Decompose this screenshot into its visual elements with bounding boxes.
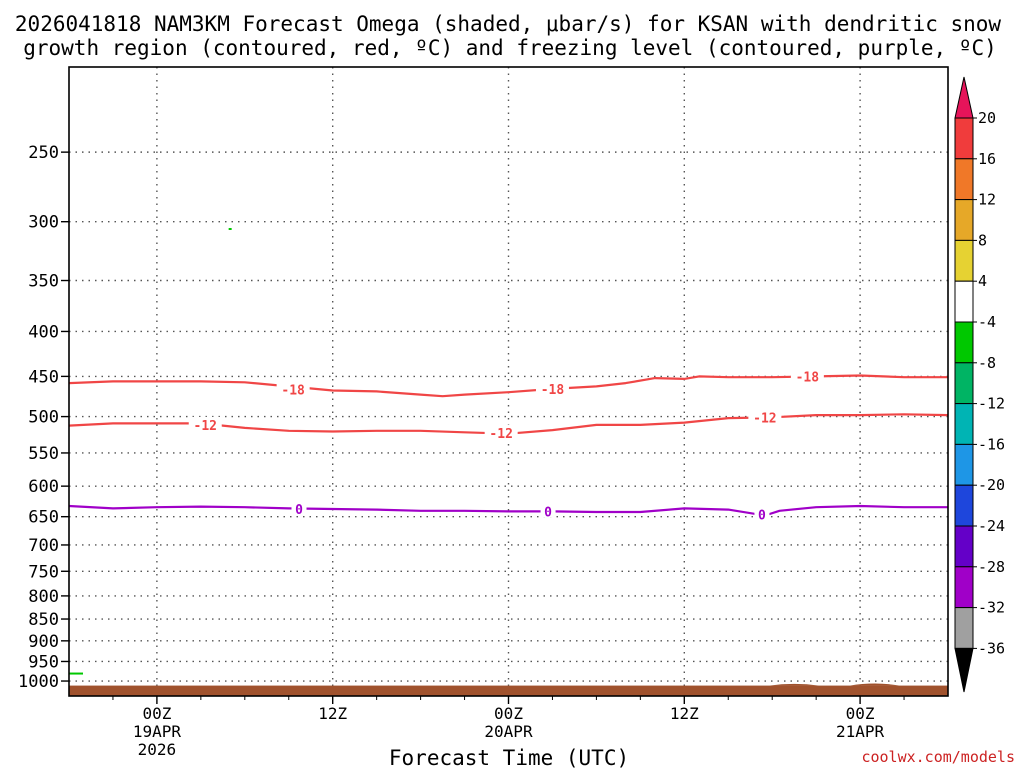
contour-label-bg [188, 416, 222, 431]
colorbar-segment [954, 158, 974, 201]
colorbar-tick-label: -4 [978, 313, 996, 331]
y-tick-label: 400 [28, 322, 59, 342]
colorbar-segment [954, 403, 974, 445]
y-tick-label: 550 [28, 444, 59, 464]
x-tick-label: 12Z [318, 704, 347, 723]
contour-line [68, 374, 948, 398]
chart-title-line1: 2026041818 NAM3KM Forecast Omega (shaded… [15, 12, 1002, 36]
x-axis-label: Forecast Time (UTC) [389, 746, 629, 768]
colorbar-top-arrow [954, 76, 974, 119]
contour-label-bg [748, 409, 782, 424]
y-tick-label: 650 [28, 508, 59, 528]
colorbar-tick-label: 16 [978, 150, 996, 168]
plot-area: -18 -18 -18 -12 -12 -12 0 0 0 [68, 66, 949, 697]
y-tick-label: 1000 [18, 672, 59, 692]
colorbar-tick-label: -32 [978, 599, 1005, 617]
x-tick-label: 00Z [494, 704, 523, 723]
colorbar-tick-label: 20 [978, 109, 996, 127]
contour-label-bg [540, 503, 556, 518]
contour-label: 0 [758, 508, 766, 523]
colorbar-segment [954, 117, 974, 160]
y-tick-label: 600 [28, 477, 59, 497]
colorbar-tick-label: 4 [978, 272, 987, 290]
colorbar-segment [954, 525, 974, 568]
x-tick-label: 00Z [846, 704, 875, 723]
y-tick-label: 750 [28, 562, 59, 582]
contour-label-bg [484, 425, 518, 440]
x-tick-label: 2026 [138, 740, 177, 759]
omega-shade [228, 228, 232, 231]
x-tick-label: 12Z [670, 704, 699, 723]
y-tick-label: 250 [28, 143, 59, 163]
contour-label: -18 [541, 383, 565, 398]
omega-colorbar: 20 16 12 8 4 -4 -8 -12 -16 -20 -24 -28 -32 -36 [954, 76, 1005, 693]
colorbar-segment [954, 484, 974, 527]
colorbar-segment [954, 443, 974, 486]
chart-title-line2: growth region (contoured, red, ºC) and f… [23, 36, 997, 60]
y-tick-label: 500 [28, 408, 59, 428]
colorbar-segment [954, 199, 974, 241]
y-tick-label: 700 [28, 536, 59, 556]
colorbar-bottom-arrow [954, 647, 974, 693]
colorbar-segment [954, 280, 974, 323]
watermark: coolwx.com/models [861, 748, 1015, 766]
x-tick-label: 20APR [484, 722, 533, 741]
contour-label: -18 [796, 370, 820, 385]
y-tick-label: 300 [28, 213, 59, 233]
colorbar-segment [954, 321, 974, 364]
contour-label-bg [276, 381, 310, 396]
y-tick-label: 950 [28, 652, 59, 672]
colorbar-segment [954, 566, 974, 609]
y-tick-label: 800 [28, 587, 59, 607]
colorbar-tick-label: -36 [978, 639, 1005, 657]
contour-label-bg [535, 380, 569, 395]
colorbar-segment [954, 362, 974, 405]
colorbar-tick-label: -12 [978, 395, 1005, 413]
contour-label-bg [754, 506, 770, 521]
contour-label: 0 [544, 505, 552, 520]
colorbar-segment [954, 607, 974, 649]
contour-label: -18 [281, 384, 305, 399]
x-tick-label: 21APR [836, 722, 885, 741]
colorbar-tick-label: 12 [978, 191, 996, 209]
contour-label-bg [790, 368, 824, 383]
contour-label: -12 [194, 419, 217, 434]
y-axis: 2503003504004505005506006507007508008509… [18, 143, 69, 692]
contour-label: 0 [295, 503, 303, 518]
colorbar-tick-label: -28 [978, 558, 1005, 576]
colorbar-tick-label: -16 [978, 435, 1005, 453]
y-tick-label: 350 [28, 272, 59, 292]
terrain [69, 685, 948, 696]
colorbar-segment [954, 239, 974, 282]
colorbar-tick-label: -8 [978, 354, 996, 372]
contour-label: -12 [489, 427, 512, 442]
colorbar-tick-label: -20 [978, 476, 1005, 494]
y-tick-label: 900 [28, 632, 59, 652]
y-tick-label: 450 [28, 367, 59, 387]
x-tick-label: 19APR [133, 722, 182, 741]
omega-shade [69, 672, 83, 675]
contour-line [68, 504, 948, 517]
contour-label: -12 [753, 411, 776, 426]
y-tick-label: 850 [28, 610, 59, 630]
terrain-bump [769, 683, 820, 686]
terrain-bump [849, 683, 900, 686]
colorbar-tick-label: 8 [978, 231, 987, 249]
contour-label-bg [291, 500, 307, 515]
x-tick-label: 00Z [142, 704, 171, 723]
colorbar-tick-label: -24 [978, 517, 1005, 535]
